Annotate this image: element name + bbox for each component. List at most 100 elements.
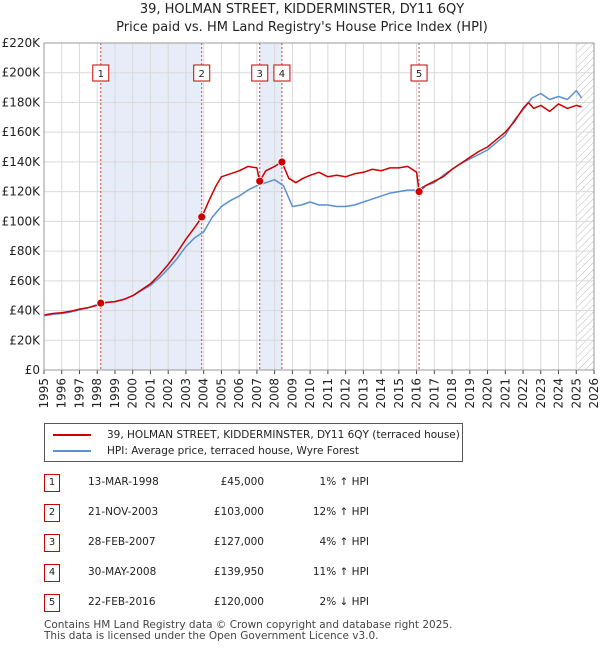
- chart-subtitle: Price paid vs. HM Land Registry's House …: [116, 20, 488, 35]
- sale-marker: [197, 212, 207, 222]
- sale-number-label: 5: [416, 69, 422, 80]
- sale-number-badge: 1: [44, 474, 60, 492]
- x-tick-label: 2003: [179, 378, 193, 409]
- y-tick-label: £60K: [9, 274, 41, 288]
- sale-number-box: [273, 64, 291, 82]
- legend-swatch-property: [53, 434, 91, 436]
- legend-item-property: 39, HOLMAN STREET, KIDDERMINSTER, DY11 6…: [53, 427, 460, 443]
- sale-row: 2 21-NOV-2003 £103,000 12% ↑ HPI: [44, 504, 444, 524]
- x-tick-label: 2011: [321, 378, 335, 409]
- sale-hpi-change: 1% ↑ HPI: [319, 476, 369, 488]
- sale-hpi-change: 12% ↑ HPI: [312, 506, 369, 518]
- x-tick-label: 2020: [481, 378, 495, 409]
- sale-number-badge: 2: [44, 504, 60, 522]
- sale-hpi-change: 2% ↓ HPI: [319, 596, 369, 608]
- x-tick-label: 2010: [303, 378, 317, 409]
- y-tick-label: £0: [25, 363, 40, 377]
- sale-number-box: [410, 64, 428, 82]
- legend-label-hpi: HPI: Average price, terraced house, Wyre…: [107, 445, 360, 457]
- sale-row: 5 22-FEB-2016 £120,000 2% ↓ HPI: [44, 594, 444, 614]
- x-tick-label: 1996: [55, 378, 69, 409]
- sale-number-label: 3: [257, 69, 263, 80]
- x-tick-label: 1995: [37, 378, 51, 409]
- x-tick-label: 2025: [569, 378, 583, 409]
- x-tick-label: 2012: [339, 378, 353, 409]
- sale-number-label: 2: [199, 69, 205, 80]
- sale-number-box: [92, 64, 110, 82]
- x-tick-label: 2023: [534, 378, 548, 409]
- series-line-property: [43, 101, 582, 316]
- sale-marker: [255, 176, 265, 186]
- x-tick-label: 1998: [90, 378, 104, 409]
- sale-date: 22-FEB-2016: [88, 596, 156, 608]
- footer: Contains HM Land Registry data © Crown c…: [44, 620, 452, 642]
- sale-number-label: 1: [98, 69, 104, 80]
- x-tick-label: 2022: [516, 378, 530, 409]
- sale-price: £120,000: [213, 596, 264, 608]
- shaded-period: [100, 43, 202, 370]
- plot-border: [43, 42, 595, 371]
- y-tick-label: £160K: [2, 125, 42, 139]
- x-tick-label: 2000: [126, 378, 140, 409]
- footer-licence: This data is licensed under the Open Gov…: [44, 630, 379, 642]
- legend-item-hpi: HPI: Average price, terraced house, Wyre…: [53, 443, 359, 459]
- legend: 39, HOLMAN STREET, KIDDERMINSTER, DY11 6…: [44, 423, 463, 462]
- sale-date: 30-MAY-2008: [88, 566, 157, 578]
- sale-price: £127,000: [213, 536, 264, 548]
- sale-number-badge: 5: [44, 594, 60, 612]
- y-tick-label: £20K: [9, 333, 41, 347]
- x-tick-label: 2008: [268, 378, 282, 409]
- x-tick-label: 2019: [463, 378, 477, 409]
- x-tick-label: 1997: [72, 378, 86, 409]
- sale-number-box: [251, 64, 269, 82]
- legend-label-property: 39, HOLMAN STREET, KIDDERMINSTER, DY11 6…: [107, 429, 460, 441]
- x-tick-label: 2016: [410, 378, 424, 409]
- sale-marker: [96, 298, 106, 308]
- x-tick-label: 2018: [445, 378, 459, 409]
- chart-title: 39, HOLMAN STREET, KIDDERMINSTER, DY11 6…: [140, 2, 464, 17]
- x-tick-label: 2006: [232, 378, 246, 409]
- y-tick-label: £180K: [2, 95, 42, 109]
- x-tick-label: 1999: [108, 378, 122, 409]
- sale-price: £139,950: [213, 566, 264, 578]
- sale-price: £45,000: [220, 476, 264, 488]
- sale-number-box: [193, 64, 211, 82]
- y-tick-label: £100K: [2, 214, 42, 228]
- sale-row: 3 28-FEB-2007 £127,000 4% ↑ HPI: [44, 534, 444, 554]
- sale-hpi-change: 4% ↑ HPI: [319, 536, 369, 548]
- y-tick-label: £220K: [2, 36, 42, 50]
- x-tick-label: 2002: [161, 378, 175, 409]
- sale-number-label: 4: [279, 69, 285, 80]
- shaded-period: [259, 43, 282, 370]
- sale-number-badge: 4: [44, 564, 60, 582]
- x-tick-label: 2024: [552, 378, 566, 409]
- x-tick-label: 2021: [498, 378, 512, 409]
- y-tick-label: £120K: [2, 185, 42, 199]
- sale-number-badge: 3: [44, 534, 60, 552]
- x-tick-label: 2001: [143, 378, 157, 409]
- y-tick-label: £140K: [2, 155, 42, 169]
- x-tick-label: 2015: [392, 378, 406, 409]
- sale-marker: [277, 157, 287, 167]
- y-tick-label: £40K: [9, 304, 41, 318]
- x-tick-label: 2026: [587, 378, 600, 409]
- x-tick-label: 2004: [197, 378, 211, 409]
- sale-hpi-change: 11% ↑ HPI: [312, 566, 369, 578]
- price-chart: 39, HOLMAN STREET, KIDDERMINSTER, DY11 6…: [2, 2, 600, 409]
- sale-price: £103,000: [213, 506, 264, 518]
- sale-row: 1 13-MAR-1998 £45,000 1% ↑ HPI: [44, 474, 444, 494]
- future-hatch: [576, 43, 594, 370]
- y-tick-label: £80K: [9, 244, 41, 258]
- x-tick-label: 2013: [356, 378, 370, 409]
- sale-date: 28-FEB-2007: [88, 536, 156, 548]
- x-tick-label: 2009: [285, 378, 299, 409]
- sale-row: 4 30-MAY-2008 £139,950 11% ↑ HPI: [44, 564, 444, 584]
- x-tick-label: 2007: [250, 378, 264, 409]
- sale-marker: [414, 187, 424, 197]
- sale-date: 21-NOV-2003: [88, 506, 159, 518]
- sale-date: 13-MAR-1998: [88, 476, 159, 488]
- x-tick-label: 2014: [374, 378, 388, 409]
- y-tick-label: £200K: [2, 66, 42, 80]
- x-tick-label: 2005: [214, 378, 228, 409]
- footer-copyright: Contains HM Land Registry data © Crown c…: [44, 619, 453, 631]
